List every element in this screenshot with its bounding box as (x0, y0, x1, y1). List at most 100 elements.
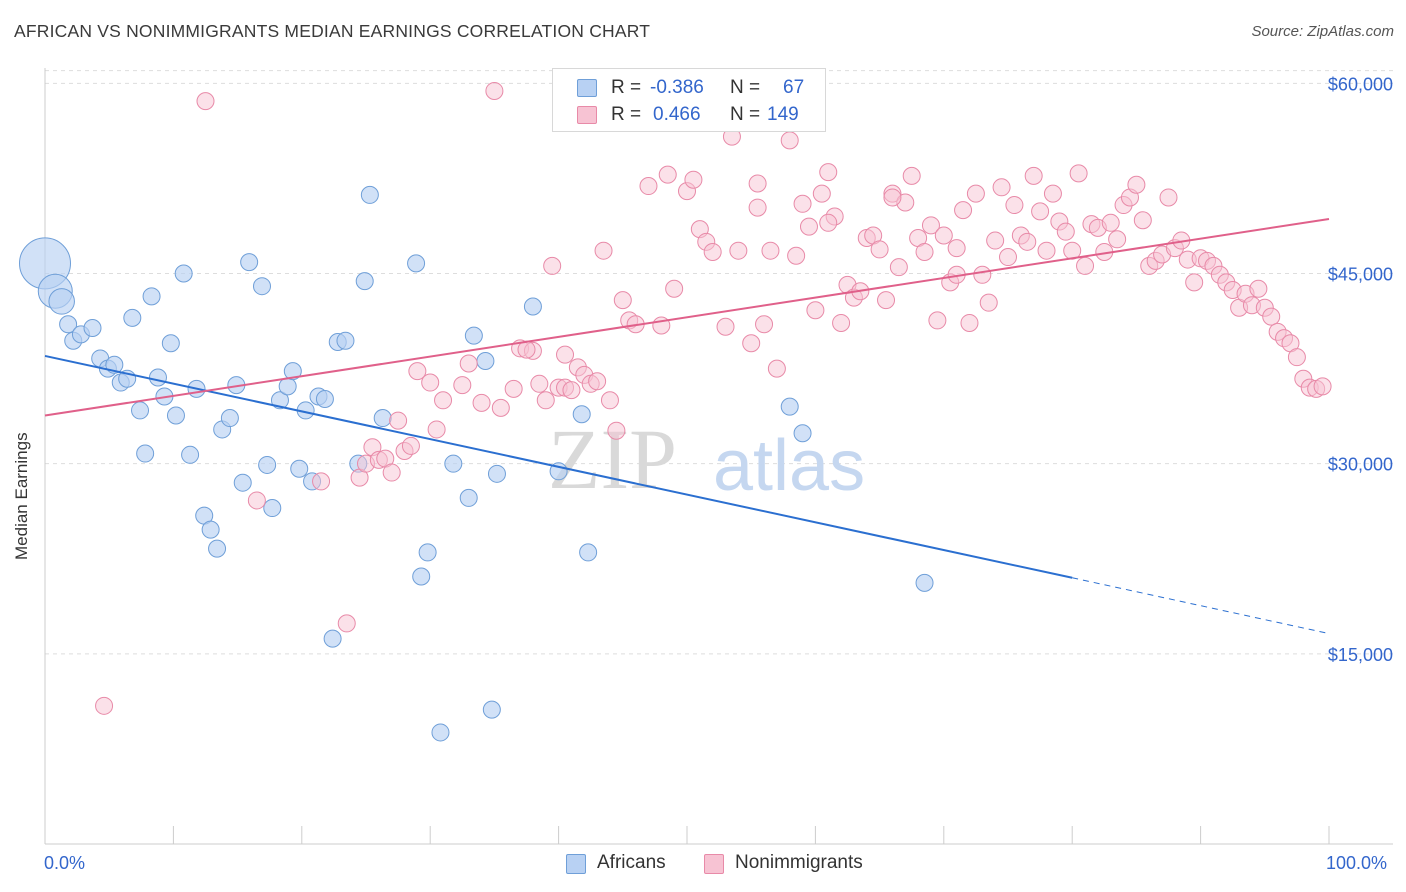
chart-title: AFRICAN VS NONIMMIGRANTS MEDIAN EARNINGS… (14, 21, 651, 41)
africans-point (579, 543, 598, 562)
nonimmigrants-point (401, 436, 420, 455)
nonimmigrants-point (966, 184, 985, 203)
nonimmigrants-point (485, 81, 504, 100)
africans-point (166, 406, 185, 425)
africans-point (915, 573, 934, 592)
correlation-legend: R = -0.386 N = 67 R = 0.466 N = 149 (552, 68, 826, 132)
africans-point (523, 297, 542, 316)
nonimmigrants-point (748, 174, 767, 193)
axes (44, 68, 1393, 845)
africans-point (161, 334, 180, 353)
nonimmigrants-point (819, 213, 838, 232)
x-min-label: 0.0% (44, 853, 86, 873)
africans-point (793, 424, 812, 443)
nonimmigrants-point (536, 391, 555, 410)
africans-point (336, 331, 355, 350)
africans-point (315, 390, 334, 409)
africans-point (464, 326, 483, 345)
r-label: R = (611, 77, 642, 98)
africans-point (780, 397, 799, 416)
africans-point (201, 520, 220, 539)
africans-point (131, 401, 150, 420)
nonimmigrants-point (780, 131, 799, 150)
nonimmigrants-point (960, 313, 979, 332)
nonimmigrants-point (742, 334, 761, 353)
africans-point (323, 629, 342, 648)
africans-point (290, 459, 309, 478)
nonimmigrants-point (382, 463, 401, 482)
nonimmigrants-point (389, 411, 408, 430)
nonimmigrants-point (1127, 175, 1146, 194)
nonimmigrants-point (703, 242, 722, 261)
n-label: N = (730, 104, 761, 125)
africans-point (59, 315, 78, 334)
nonimmigrants-point (196, 92, 215, 111)
africans-point (283, 362, 302, 381)
nonimmigrants-point (729, 241, 748, 260)
africans-point (278, 377, 297, 396)
nonimmigrants-point (530, 374, 549, 393)
nonimmigrants-point (613, 291, 632, 310)
nonimmigrants-point (1108, 230, 1127, 249)
nonimmigrants-point (556, 345, 575, 364)
nonimmigrants-point (1133, 211, 1152, 230)
nonimmigrants-point (665, 279, 684, 298)
nonimmigrants-swatch (577, 106, 597, 124)
n-label: N = (730, 77, 761, 98)
nonimmigrants-point (434, 391, 453, 410)
source-label: Source: ZipAtlas.com (1251, 23, 1394, 40)
africans-point (270, 391, 289, 410)
nonimmigrants-point (95, 696, 114, 715)
nonimmigrants-point (247, 491, 266, 510)
nonimmigrants-point (767, 359, 786, 378)
nonimmigrants-point (979, 293, 998, 312)
n-value: 149 (767, 104, 799, 125)
nonimmigrants-point (1005, 196, 1024, 215)
africans-point (476, 351, 495, 370)
nonimmigrants-point (684, 170, 703, 189)
africans-point (233, 473, 252, 492)
africans-point (142, 287, 161, 306)
nonimmigrants-point (408, 362, 427, 381)
n-value: 67 (783, 77, 805, 98)
africans-legend-label: Africans (597, 852, 666, 873)
grid-lines (45, 70, 1393, 655)
nonimmigrants-point (1159, 188, 1178, 207)
y-tick-label: $60,000 (1328, 74, 1393, 94)
nonimmigrants-legend-label: Nonimmigrants (735, 852, 863, 873)
nonimmigrants-point (1056, 222, 1075, 241)
trend-lines (44, 218, 1330, 635)
nonimmigrants-point (954, 201, 973, 220)
nonimmigrants-point (973, 265, 992, 284)
africans-point (355, 272, 374, 291)
nonimmigrants-point (1076, 256, 1095, 275)
nonimmigrants-point (658, 165, 677, 184)
africans-point (431, 723, 450, 742)
y-tick-labels: $15,000 $30,000 $45,000 $60,000 (1328, 74, 1393, 664)
r-value: 0.466 (653, 104, 701, 125)
nonimmigrants-point (889, 258, 908, 277)
africans-point (373, 409, 392, 428)
nonimmigrants-point (1185, 273, 1204, 292)
africans-point (360, 185, 379, 204)
nonimmigrants-point (639, 177, 658, 196)
nonimmigrants-point (986, 231, 1005, 250)
africans-point (136, 444, 155, 463)
africans-legend-swatch (566, 854, 586, 874)
nonimmigrants-point (337, 614, 356, 633)
y-tick-label: $15,000 (1328, 645, 1393, 665)
africans-point (412, 567, 431, 586)
nonimmigrants-point (1287, 348, 1306, 367)
africans-point (407, 254, 426, 273)
nonimmigrants-point (1024, 166, 1043, 185)
nonimmigrants-point (562, 381, 581, 400)
nonimmigrants-point (877, 291, 896, 310)
africans-point (459, 488, 478, 507)
nonimmigrants-point (992, 178, 1011, 197)
nonimmigrants-point (312, 472, 331, 491)
nonimmigrants-point (1018, 232, 1037, 251)
nonimmigrants-point (812, 184, 831, 203)
africans-point (148, 368, 167, 387)
r-label: R = (611, 104, 642, 125)
africans-point (240, 253, 259, 272)
